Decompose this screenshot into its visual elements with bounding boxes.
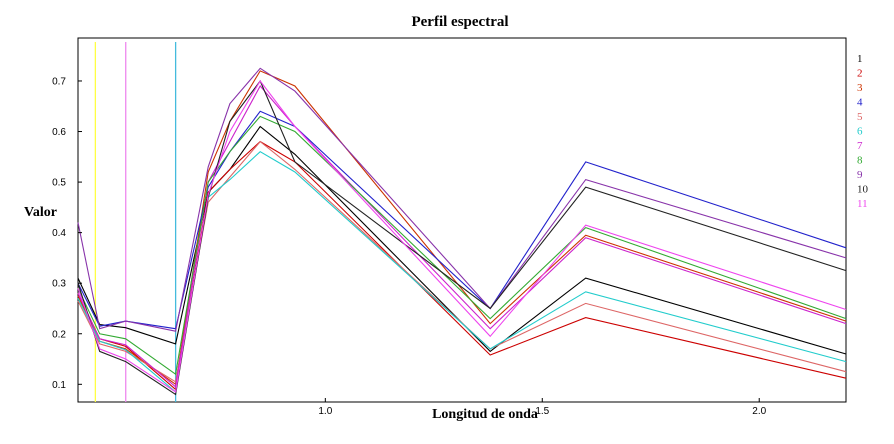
series-line-6: [77, 151, 847, 393]
legend-entry-4: 4: [857, 97, 863, 109]
series-line-10: [77, 79, 847, 396]
legend-entry-6: 6: [857, 126, 863, 138]
x-axis-label: Longitud de onda: [432, 407, 538, 422]
series-lines: [77, 67, 847, 396]
series-line-8: [77, 115, 847, 376]
plot-area-frame: [77, 37, 847, 403]
legend-entry-10: 10: [857, 184, 869, 196]
y-axis-label: Valor: [24, 205, 57, 220]
legend-entry-1: 1: [857, 53, 863, 65]
series-line-2: [77, 140, 847, 391]
legend-entry-5: 5: [857, 111, 863, 123]
y-tick-label: 0.3: [52, 279, 66, 290]
y-tick-label: 0.5: [52, 178, 66, 189]
y-tick-label: 0.4: [52, 228, 66, 239]
legend-entry-2: 2: [857, 68, 863, 80]
y-tick-label: 0.7: [52, 76, 66, 87]
legend-entry-7: 7: [857, 140, 863, 152]
vertical-markers: [94, 42, 177, 402]
x-tick-label: 2.0: [752, 406, 766, 417]
series-line-3: [77, 70, 847, 386]
y-tick-label: 0.6: [52, 127, 66, 138]
series-line-11: [77, 80, 847, 393]
legend: 1 2 3 4 5 6 7 8 9 10 11: [857, 53, 869, 210]
chart-title: Perfil espectral: [411, 14, 508, 30]
y-tick-label: 0.1: [52, 380, 66, 391]
legend-entry-11: 11: [857, 198, 868, 210]
series-line-4: [77, 110, 847, 330]
x-tick-label: 1.0: [318, 406, 332, 417]
series-line-9: [77, 67, 847, 332]
legend-entry-9: 9: [857, 169, 863, 181]
x-axis-ticks: 1.0 1.5 2.0: [318, 398, 767, 417]
legend-entry-3: 3: [857, 82, 863, 94]
series-line-7: [77, 85, 847, 388]
y-axis-ticks: 0.1 0.2 0.3 0.4 0.5 0.6 0.7: [52, 76, 82, 391]
legend-entry-8: 8: [857, 155, 863, 167]
x-tick-label: 1.5: [535, 406, 549, 417]
y-tick-label: 0.2: [52, 329, 66, 340]
series-line-5: [77, 140, 847, 383]
